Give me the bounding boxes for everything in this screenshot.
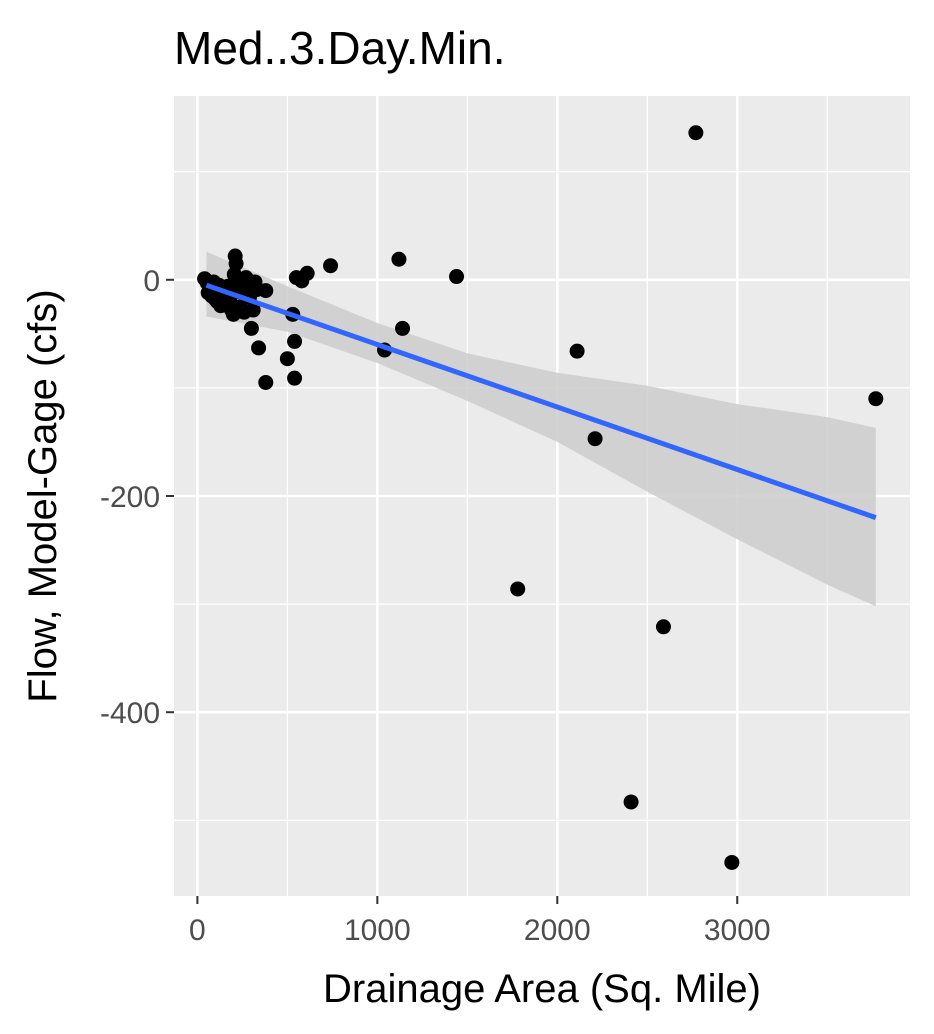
data-point [228,256,244,272]
data-point [245,302,261,318]
x-tick-label: 3000 [704,914,771,947]
x-tick-label: 2000 [524,914,591,947]
x-tick-label: 0 [189,914,206,947]
chart-title: Med..3.Day.Min. [174,22,505,74]
data-point [299,265,315,281]
data-point [287,333,303,349]
major-gridlines [174,96,910,896]
data-point [323,258,339,274]
data-point [688,125,704,141]
confidence-band [206,251,876,607]
data-point [569,343,585,359]
x-axis-title: Drainage Area (Sq. Mile) [323,967,761,1011]
x-axis-ticks: 0 1000 2000 3000 [189,896,771,947]
y-tick-label: 0 [143,265,160,298]
data-point [449,269,465,285]
data-point [510,581,526,597]
data-point [258,374,274,390]
trend-line [205,282,877,520]
data-point [258,283,274,299]
data-point [623,794,639,810]
y-axis-ticks: 0 -200 -400 [100,265,174,730]
data-point [279,351,295,367]
data-point [395,320,411,336]
data-point [243,320,259,336]
data-point [391,251,407,267]
data-point [868,391,884,407]
data-point [587,431,603,447]
y-axis-title: Flow, Model-Gage (cfs) [21,289,65,702]
data-point [287,370,303,386]
x-tick-label: 1000 [344,914,411,947]
y-tick-label: -200 [100,481,160,514]
data-point [251,340,267,356]
data-point [655,619,671,635]
data-point [724,854,740,870]
y-tick-label: -400 [100,697,160,730]
